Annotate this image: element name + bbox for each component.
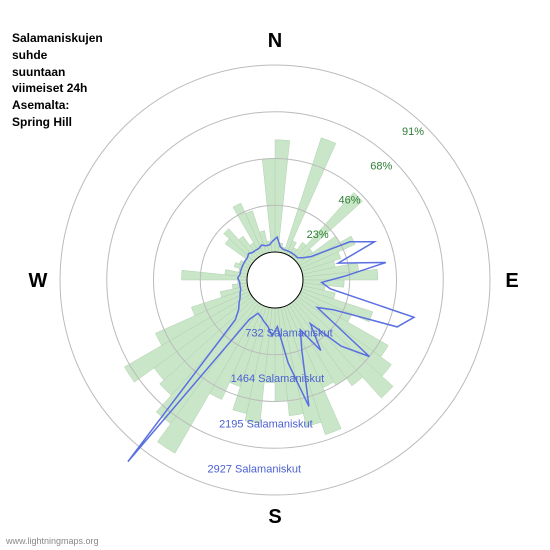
count-label: 2195 Salamaniskut: [219, 418, 313, 430]
count-label: 2927 Salamaniskut: [208, 464, 302, 476]
cardinal-e: E: [505, 270, 518, 292]
count-label: 1464 Salamaniskut: [231, 373, 325, 385]
bar: [275, 140, 290, 252]
pct-label: 23%: [307, 229, 329, 241]
footer-credit: www.lightningmaps.org: [6, 536, 99, 546]
pct-label: 68%: [370, 160, 392, 172]
hub: [247, 252, 303, 308]
count-label: 732 Salamaniskut: [245, 328, 332, 340]
cardinal-s: S: [268, 506, 281, 528]
pct-label: 91%: [402, 126, 424, 138]
cardinal-w: W: [29, 270, 48, 292]
rings-group: [60, 65, 490, 495]
chart-title: Salamaniskujen suhde suuntaan viimeiset …: [12, 30, 103, 131]
cardinal-n: N: [268, 30, 282, 52]
pct-label: 46%: [338, 195, 360, 207]
